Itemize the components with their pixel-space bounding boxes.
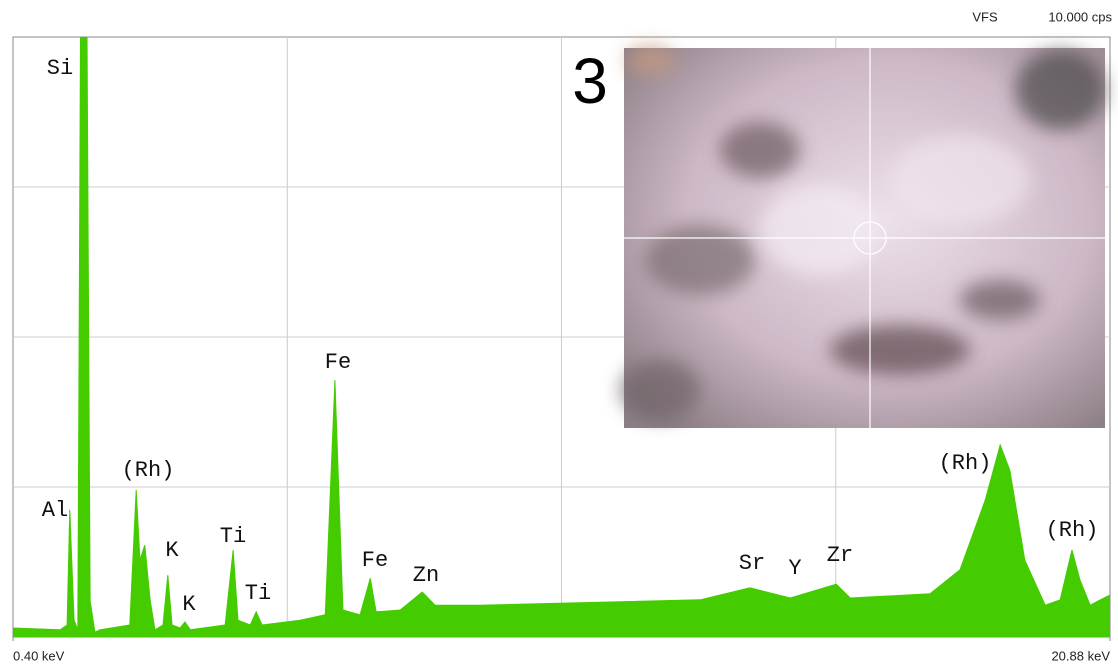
peak-label: Fe xyxy=(325,350,351,375)
spectrum xyxy=(13,37,1110,637)
x-tick-label: 0.40 keV xyxy=(13,648,65,663)
peak-label: (Rh) xyxy=(122,458,175,483)
peak-label: Ti xyxy=(220,524,246,549)
header-scale: 10.000 cps xyxy=(1048,9,1112,24)
peak-label: Si xyxy=(47,56,73,81)
peak-label: K xyxy=(165,538,179,563)
peak-label: Al xyxy=(42,498,68,523)
peak-label: Fe xyxy=(362,548,388,573)
peak-label: Sr xyxy=(739,551,765,576)
inset-image xyxy=(620,45,1105,428)
peak-label: K xyxy=(182,592,196,617)
peak-label: Y xyxy=(788,556,801,581)
header-label: VFS xyxy=(972,9,998,24)
peak-label: Zn xyxy=(413,563,439,588)
peak-label: Ti xyxy=(245,581,271,606)
peak-label: (Rh) xyxy=(1046,518,1099,543)
peak-label: Zr xyxy=(827,543,853,568)
inset-label: 3 xyxy=(572,45,608,117)
x-tick-label: 20.88 keV xyxy=(1051,648,1110,663)
peak-label: (Rh) xyxy=(939,451,992,476)
